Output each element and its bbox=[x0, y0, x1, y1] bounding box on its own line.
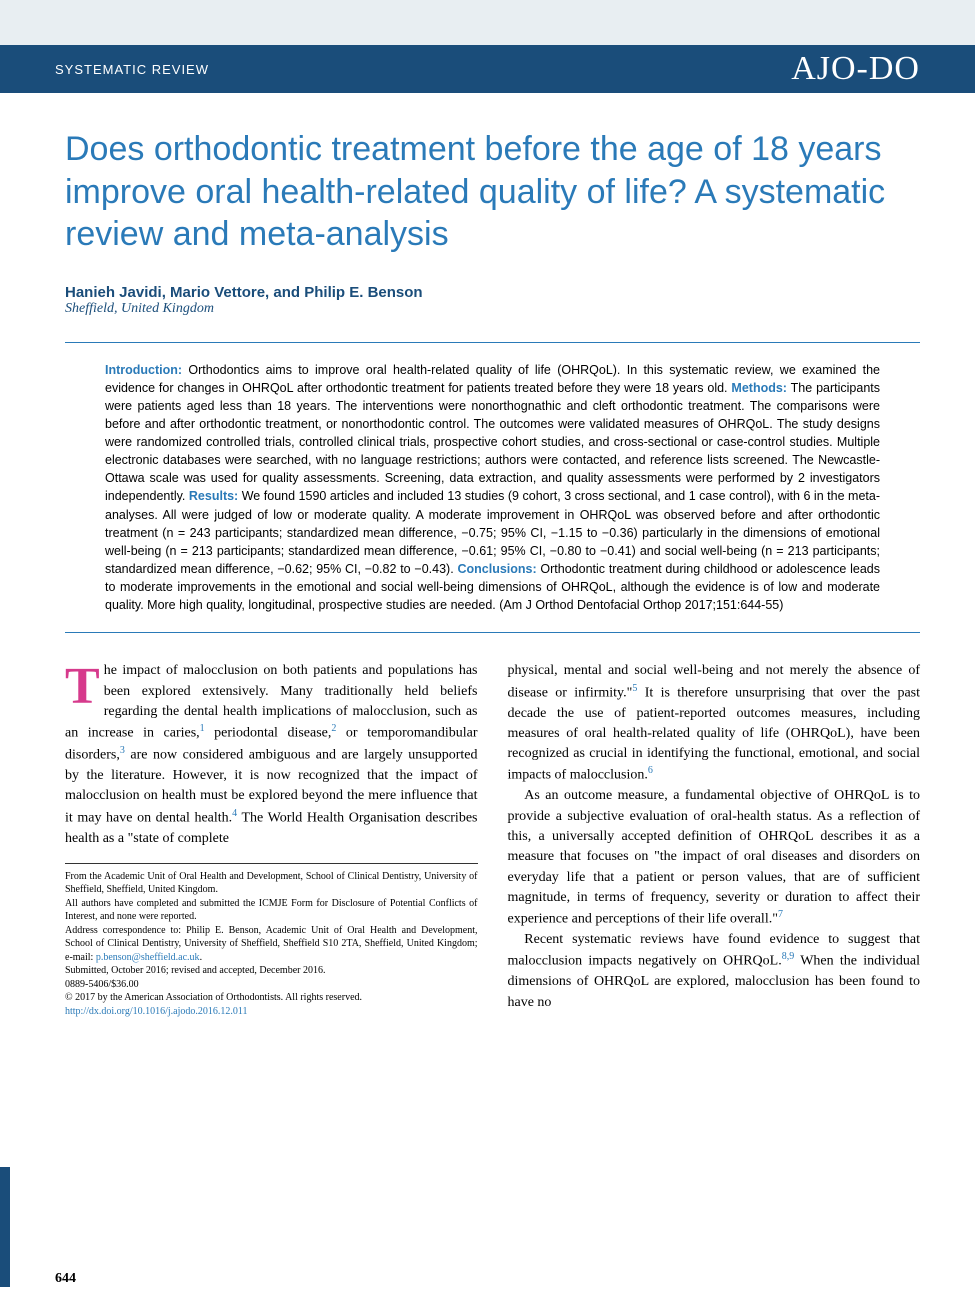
header-bar: SYSTEMATIC REVIEW AJO-DO bbox=[0, 45, 975, 93]
doi-link[interactable]: http://dx.doi.org/10.1016/j.ajodo.2016.1… bbox=[65, 1006, 248, 1017]
abstract-intro-label: Introduction: bbox=[105, 363, 182, 377]
article-title: Does orthodontic treatment before the ag… bbox=[65, 128, 920, 256]
left-column: The impact of malocclusion on both patie… bbox=[65, 661, 478, 1018]
ref-6: 6 bbox=[648, 765, 653, 776]
body-para-3: Recent systematic reviews have found evi… bbox=[508, 930, 921, 1013]
abstract-methods-label: Methods: bbox=[731, 381, 787, 395]
affiliation: Sheffield, United Kingdom bbox=[65, 301, 920, 317]
footnotes: From the Academic Unit of Oral Health an… bbox=[65, 863, 478, 1019]
footnote-affiliation: From the Academic Unit of Oral Health an… bbox=[65, 870, 478, 897]
top-band bbox=[0, 0, 975, 45]
ref-8-9: 8,9 bbox=[782, 951, 795, 962]
authors: Hanieh Javidi, Mario Vettore, and Philip… bbox=[65, 284, 920, 301]
footnote-dates: Submitted, October 2016; revised and acc… bbox=[65, 964, 478, 978]
body-para-1-cont: physical, mental and social well-being a… bbox=[508, 661, 921, 786]
right-column: physical, mental and social well-being a… bbox=[508, 661, 921, 1018]
abstract-methods-text: The participants were patients aged less… bbox=[105, 381, 880, 504]
section-label: SYSTEMATIC REVIEW bbox=[55, 62, 209, 77]
footnote-issn: 0889-5406/$36.00 bbox=[65, 978, 478, 992]
correspondence-email-link[interactable]: p.benson@sheffield.ac.uk bbox=[96, 952, 200, 963]
ref-7: 7 bbox=[778, 909, 783, 920]
footnote-correspondence: Address correspondence to: Philip E. Ben… bbox=[65, 924, 478, 965]
footnote-coi: All authors have completed and submitted… bbox=[65, 897, 478, 924]
dropcap: T bbox=[65, 661, 104, 709]
footnote-doi: http://dx.doi.org/10.1016/j.ajodo.2016.1… bbox=[65, 1005, 478, 1019]
abstract-results-label: Results: bbox=[189, 489, 238, 503]
abstract-conclusions-label: Conclusions: bbox=[457, 562, 536, 576]
page: SYSTEMATIC REVIEW AJO-DO Does orthodonti… bbox=[0, 0, 975, 1305]
footnote-copyright: © 2017 by the American Association of Or… bbox=[65, 991, 478, 1005]
abstract-container: Introduction: Orthodontics aims to impro… bbox=[65, 342, 920, 634]
body-para-2: As an outcome measure, a fundamental obj… bbox=[508, 786, 921, 930]
abstract-text: Introduction: Orthodontics aims to impro… bbox=[105, 361, 880, 615]
body-para-1: The impact of malocclusion on both patie… bbox=[65, 661, 478, 849]
side-tab bbox=[0, 1167, 10, 1287]
content-area: Does orthodontic treatment before the ag… bbox=[0, 93, 975, 1038]
journal-logo: AJO-DO bbox=[791, 50, 920, 88]
page-number: 644 bbox=[55, 1271, 76, 1287]
body-columns: The impact of malocclusion on both patie… bbox=[65, 661, 920, 1018]
